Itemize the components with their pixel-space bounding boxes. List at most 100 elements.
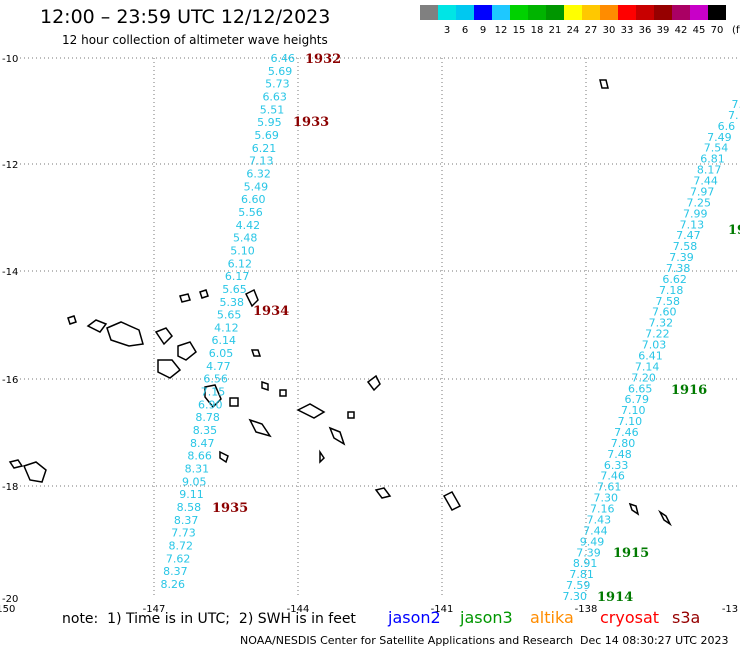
- satellite-name-s3a: s3a: [672, 608, 701, 627]
- island: [374, 487, 392, 499]
- swh-value: 6.63: [262, 90, 287, 103]
- island: [250, 349, 262, 357]
- swh-value: 6.60: [241, 193, 266, 206]
- island: [599, 79, 609, 89]
- swh-value: 7.81: [569, 568, 594, 581]
- swh-value: 7.: [732, 98, 740, 111]
- swh-value: 8.66: [187, 450, 212, 463]
- swh-value: 5.69: [254, 129, 279, 142]
- swh-value: 7.39: [576, 546, 601, 559]
- swh-value: 4.77: [206, 360, 231, 373]
- swh-value: 7.48: [607, 448, 632, 461]
- swh-value: 5.56: [238, 206, 263, 219]
- legend-swatch: [672, 5, 690, 20]
- pass-hour-label: 1935: [212, 501, 248, 516]
- swh-value: 7.22: [645, 328, 670, 341]
- legend-label: 27: [584, 25, 598, 36]
- island: [86, 319, 108, 333]
- island: [658, 509, 672, 527]
- legend-label: 12: [494, 25, 508, 36]
- island: [347, 411, 355, 419]
- swh-value: 5.95: [257, 116, 282, 129]
- island-outlines: [8, 79, 672, 527]
- legend-swatch: [510, 5, 528, 20]
- legend-label: 42: [674, 25, 688, 36]
- island: [22, 461, 47, 483]
- island: [319, 449, 325, 464]
- legend-swatch: [618, 5, 636, 20]
- island: [106, 321, 144, 347]
- lat-tick-label: -10: [2, 54, 18, 65]
- island: [296, 403, 326, 419]
- swh-value: 9.49: [580, 535, 605, 548]
- island: [67, 315, 77, 325]
- lon-tick-label: -138: [575, 604, 598, 615]
- legend-label: 33: [620, 25, 634, 36]
- island: [248, 418, 272, 438]
- swh-value: 7.10: [621, 404, 646, 417]
- swh-value: 7.49: [707, 131, 732, 144]
- pass-hour-label: 1934: [253, 304, 289, 319]
- legend-swatch: [582, 5, 600, 20]
- swh-value: 8.17: [697, 164, 722, 177]
- swh-value: 4.42: [236, 219, 261, 232]
- swh-value: 6.21: [252, 142, 277, 155]
- legend-swatch: [420, 5, 438, 20]
- swh-value: 7.: [728, 109, 739, 122]
- swh-value: 7.58: [656, 295, 681, 308]
- island: [229, 397, 239, 407]
- island: [204, 384, 222, 409]
- swh-value: 7.15: [201, 386, 226, 399]
- swh-value: 7.60: [652, 306, 677, 319]
- swh-value: 5.10: [230, 244, 255, 257]
- swh-value: 7.44: [583, 524, 608, 537]
- swh-value: 7.16: [590, 503, 615, 516]
- legend-swatch: [636, 5, 654, 20]
- swh-value: 5.38: [220, 296, 245, 309]
- swh-value: 6.65: [628, 382, 653, 395]
- legend-label: 15: [512, 25, 526, 36]
- swh-value: 6.79: [625, 393, 650, 406]
- map-title: 12:00 – 23:59 UTC 12/12/2023: [40, 6, 331, 28]
- swh-value: 7.59: [566, 579, 591, 592]
- swh-value: 6.81: [700, 153, 725, 166]
- legend-label: 45: [692, 25, 706, 36]
- swh-value: 8.26: [161, 578, 186, 591]
- island: [628, 502, 640, 516]
- credit-line: NOAA/NESDIS Center for Satellite Applica…: [240, 634, 574, 647]
- generated-timestamp: Dec 14 08:30:27 UTC 2023: [580, 634, 729, 647]
- swh-value: 8.37: [174, 514, 199, 527]
- swh-value: 7.44: [693, 175, 718, 188]
- legend-label: 30: [602, 25, 616, 36]
- island: [157, 359, 182, 379]
- legend-label: 18: [530, 25, 544, 36]
- swh-value: 7.97: [690, 185, 715, 198]
- satellite-name-jason3: jason3: [460, 608, 513, 627]
- island: [366, 374, 381, 392]
- swh-value: 7.13: [680, 218, 705, 231]
- island: [261, 380, 269, 392]
- swh-value: 7.32: [649, 317, 674, 330]
- lon-tick-label: -150: [0, 604, 15, 615]
- swh-value: 7.80: [611, 437, 636, 450]
- swh-value: 7.46: [600, 470, 625, 483]
- island: [154, 327, 173, 346]
- swh-value: 9.11: [179, 488, 204, 501]
- swh-value: 7.54: [704, 142, 729, 155]
- legend-swatch: [600, 5, 618, 20]
- swh-value: 8.78: [195, 411, 220, 424]
- legend-swatch: [690, 5, 708, 20]
- pass-hour-label: 19: [728, 223, 740, 238]
- swh-value: 4.12: [214, 321, 239, 334]
- swh-value: 7.99: [683, 207, 708, 220]
- swh-value: 6.46: [271, 52, 296, 65]
- island: [177, 341, 197, 361]
- lon-tick-label: -141: [431, 604, 454, 615]
- legend-label: 9: [479, 25, 487, 36]
- altimeter-tracks: 6.465.695.736.635.515.955.696.217.136.32…: [161, 52, 740, 603]
- hour-labels: 1932 1933 1934 1935 19 1916 1915 1914: [212, 52, 740, 605]
- swh-value: 8.37: [163, 565, 188, 578]
- swh-value: 7.03: [642, 339, 667, 352]
- swh-value: 5.65: [217, 309, 242, 322]
